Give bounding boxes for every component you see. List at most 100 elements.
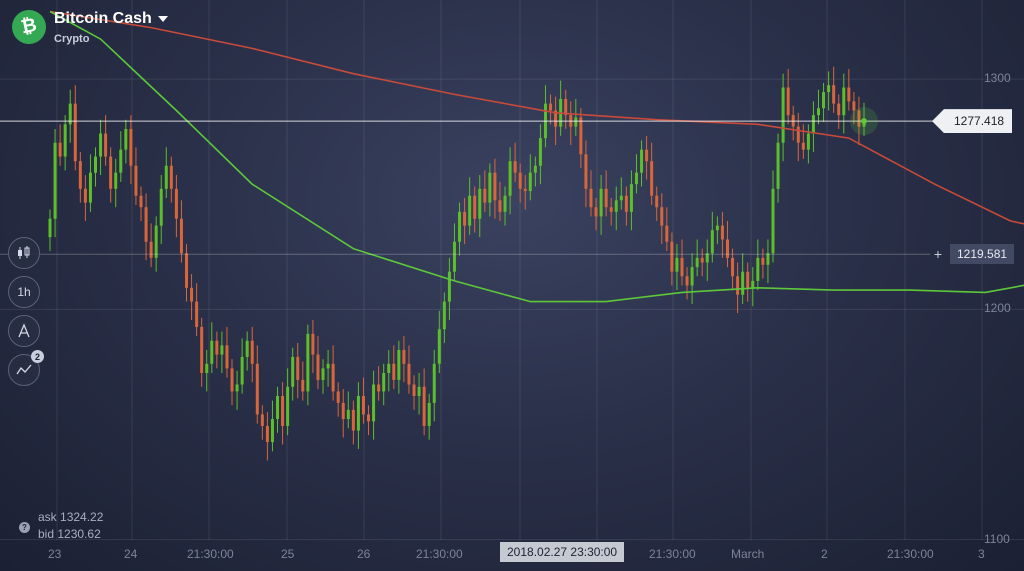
help-icon[interactable]: ? [19,522,30,533]
candle-body [119,149,123,173]
candle-body [574,117,578,127]
crosshair-time-label: 2018.02.27 23:30:00 [500,542,625,562]
candle-body [741,271,745,295]
candle-body [468,195,472,226]
candle-body [326,363,330,369]
candle-body [134,165,138,196]
x-axis-tick-label: March [731,547,765,561]
candle-body [533,165,537,173]
ask-label: ask [38,510,57,524]
candle-body [720,225,724,240]
candle-body [367,414,371,422]
candle-body [645,149,649,162]
candle-body [589,188,593,208]
candle-body [83,188,87,203]
bid-value: 1230.62 [57,527,101,541]
candle-body [705,253,709,263]
candle-body [94,156,98,173]
x-axis-tick-label: 21:30:00 [416,547,463,561]
candle-body [538,138,542,166]
chart-type-button[interactable] [8,237,40,269]
asset-selector[interactable]: Bitcoin Cash [54,10,168,28]
candle-body [584,154,588,189]
candle-body [725,239,729,258]
chart-toolbar: 1h 2 [8,237,44,386]
candle-body [619,195,623,201]
y-axis-tick-label: 1200 [984,301,1011,316]
candle-body [675,257,679,272]
candle-body [549,103,553,111]
candle-body [311,333,315,355]
candle-body [827,85,831,93]
candle-body [144,207,148,242]
candle-body [321,368,325,380]
y-axis-tick-label: 1300 [984,71,1011,86]
moving-average-slow-line [49,10,1024,225]
candle-body [781,87,785,143]
candle-body [614,200,618,212]
candle-body [837,103,841,116]
candle-body [528,172,532,192]
candle-body [715,225,719,231]
candle-body [579,117,583,155]
candle-body [316,354,320,380]
moving-average-fast-line [49,10,1024,303]
candle-body [847,87,851,102]
candle-body [458,211,462,242]
ask-value: 1324.22 [60,510,104,524]
current-price-dot [861,118,867,125]
y-axis-tick-label: 1100 [984,531,1010,546]
candle-body [493,172,497,201]
candle-body [73,103,77,162]
crosshair-price-tag[interactable]: + 1219.581 [930,242,1015,266]
candle-body [114,172,118,189]
timeframe-button[interactable]: 1h [8,276,40,308]
candle-body [361,396,365,415]
candle-body [88,172,92,203]
drawing-tools-button[interactable] [8,315,40,347]
candle-body [806,133,810,150]
candle-body [731,257,735,277]
candle-body [624,195,628,212]
candle-body [564,99,568,116]
candle-body [174,188,178,219]
candle-body [746,271,750,288]
x-axis-tick-label: 21:30:00 [187,547,234,561]
candle-body [63,124,67,157]
candle-body [594,207,598,217]
indicators-button[interactable]: 2 [8,350,44,386]
candle-body [124,128,128,150]
candle-body [341,402,345,420]
candle-body [179,218,183,254]
candle-body [523,188,527,192]
candle-body [255,363,259,415]
candle-body [215,340,219,355]
candle-body [407,363,411,385]
bid-label: bid [38,527,55,541]
candle-body [670,241,674,272]
candle-body [766,253,770,265]
ask-quote: ask 1324.22 [38,510,103,524]
candle-body [604,188,608,208]
candle-body [695,257,699,268]
plus-icon[interactable]: + [933,246,943,263]
chevron-down-icon [157,16,168,22]
candle-body [68,103,72,125]
asset-title: Bitcoin Cash [54,10,152,27]
candle-body [346,409,350,420]
candle-body [53,142,57,219]
candle-body [230,368,234,392]
candlestick-icon [18,246,30,259]
candle-body [291,356,295,387]
candle-body [432,363,436,403]
candle-body [503,195,507,212]
candle-body [270,419,274,443]
x-axis-tick-label: 24 [124,547,138,561]
candle-body [609,207,613,212]
candle-body [422,386,426,426]
candle-body [513,161,517,173]
candle-body [281,396,285,426]
candle-body [771,188,775,254]
x-axis-tick-label: 3 [978,547,985,561]
